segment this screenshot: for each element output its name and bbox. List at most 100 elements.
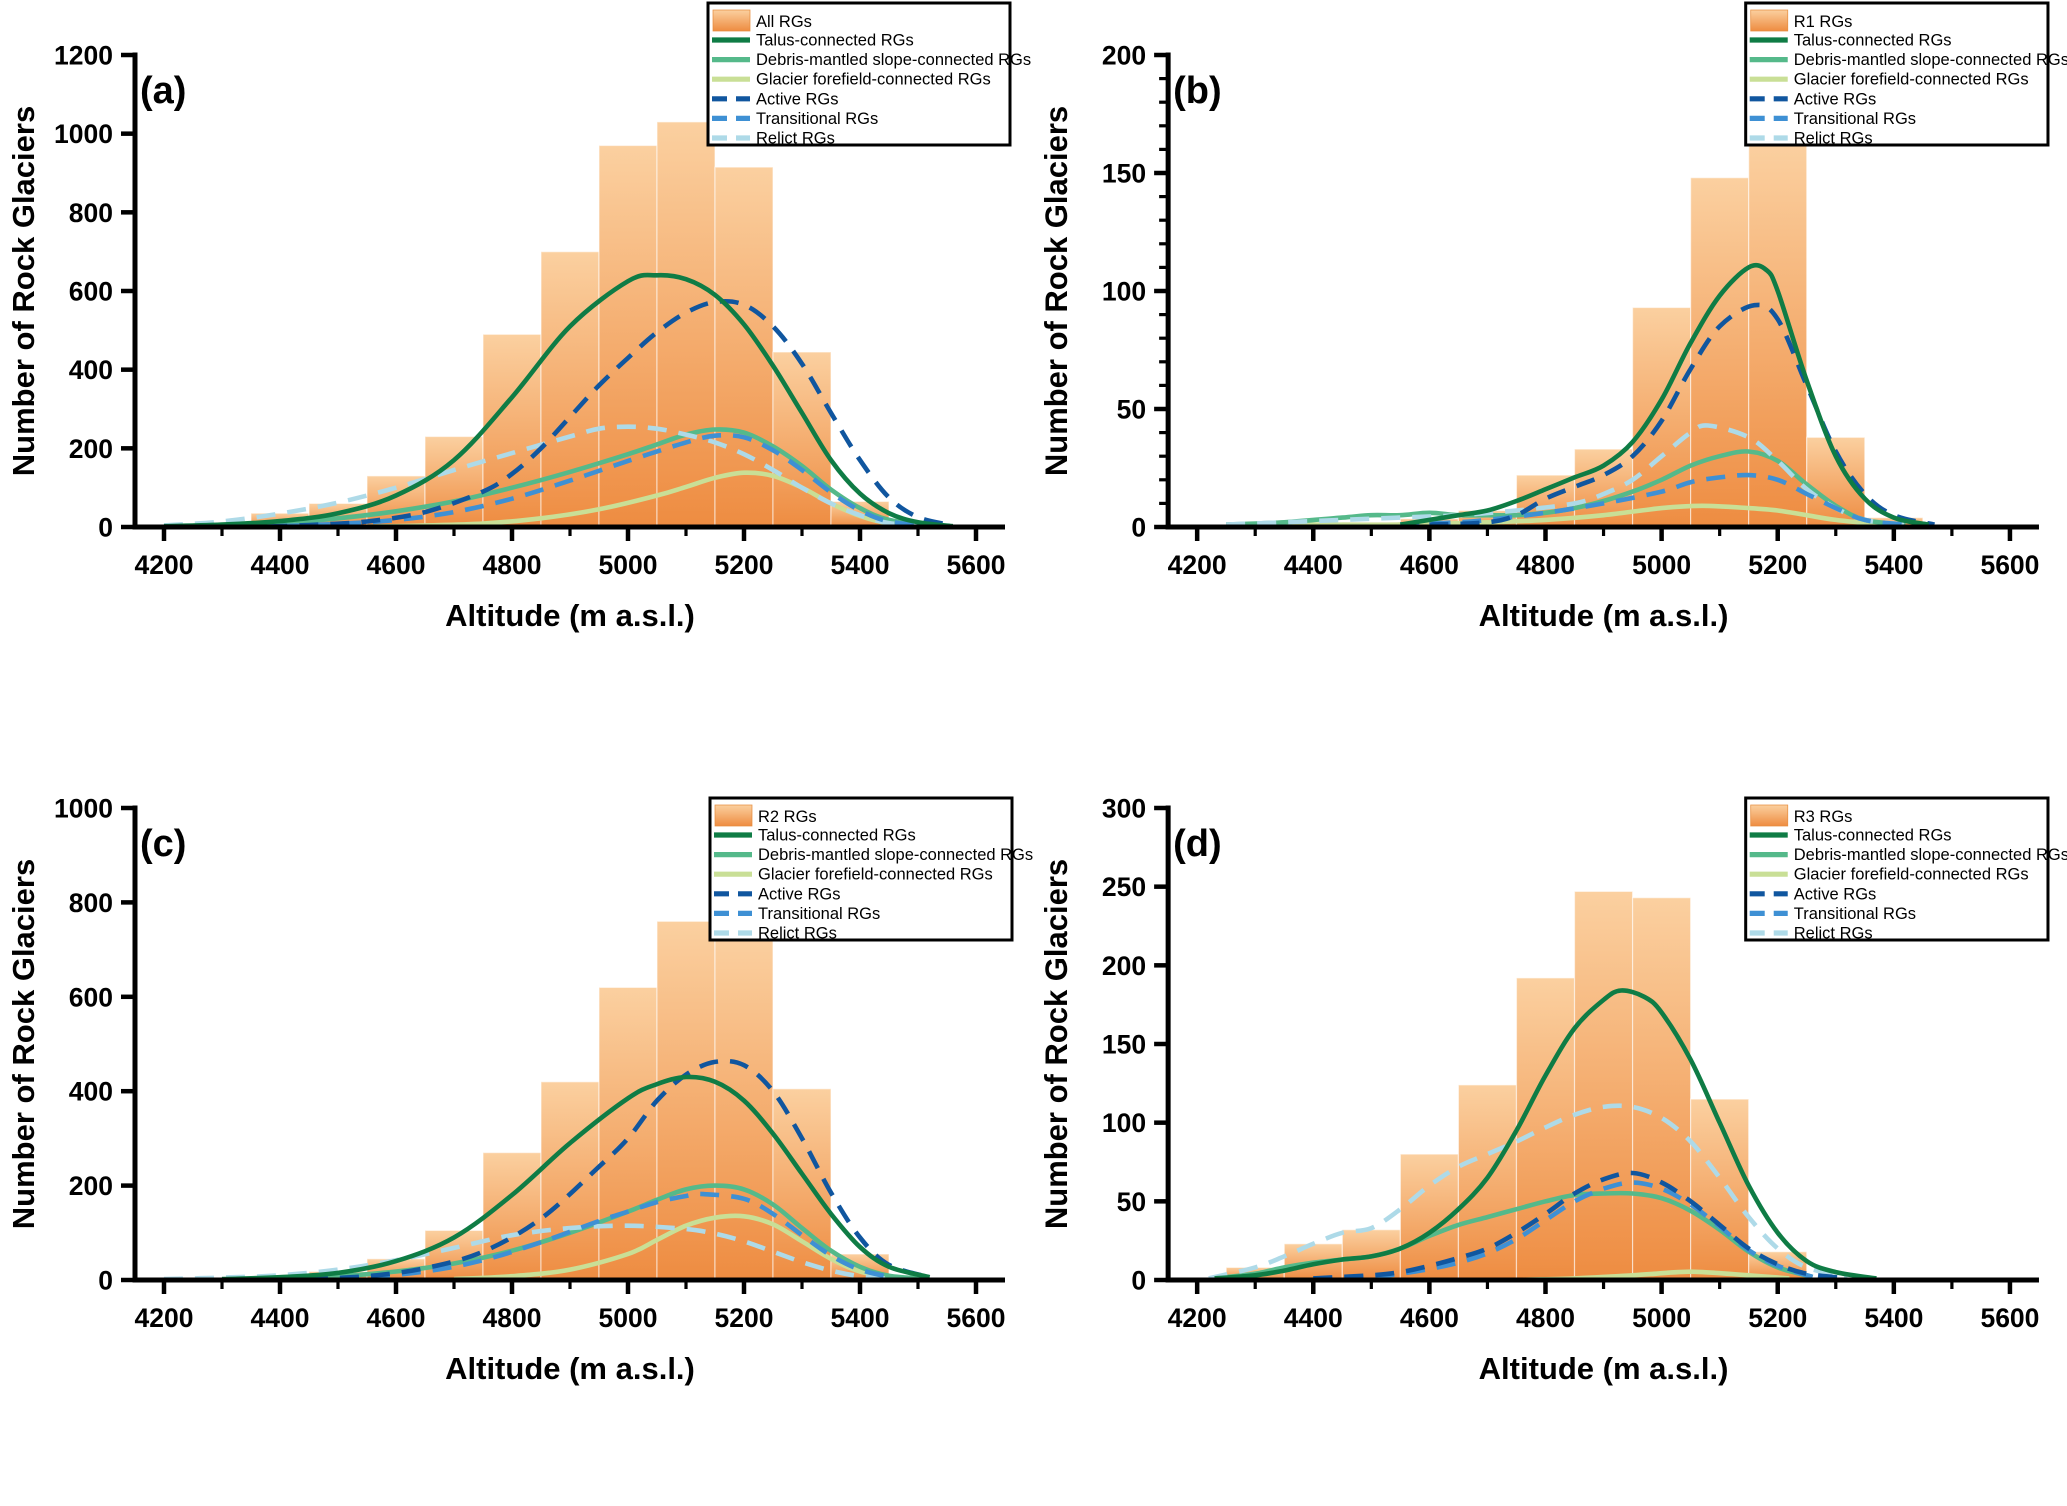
y-axis-title: Number of Rock Glaciers (1039, 106, 1074, 476)
histogram-bars (1225, 890, 1808, 1281)
y-tick-label: 200 (69, 434, 113, 464)
x-tick-label: 5600 (947, 550, 1006, 580)
histogram-bar (482, 1152, 542, 1281)
legend-frame (1744, 796, 2050, 942)
histogram-bar (714, 934, 774, 1281)
histogram-bars (1225, 141, 1924, 528)
legend-label-forefield: Glacier forefield-connected RGs (758, 866, 993, 884)
y-tick-label: 600 (69, 982, 113, 1012)
curve-active-rgs (1313, 1170, 1848, 1281)
panel-d: 4200 4400 4600 4800 5000 5200 5400 5600 0 50 100 15… (1033, 753, 2067, 1506)
curve-transitional-rgs (1313, 1180, 1814, 1281)
legend-frame (706, 1, 1012, 147)
y-tick-label: 100 (1102, 277, 1146, 307)
x-tick-label: 4600 (367, 550, 426, 580)
density-curves (1208, 988, 1877, 1283)
x-tick-label: 4600 (367, 1303, 426, 1333)
x-tick-label: 5600 (1980, 550, 2039, 580)
panel-c-chart: 4200 4400 4600 4800 5000 5200 5400 5600 0 200 400 6… (6, 794, 1033, 1387)
axis-ticks (1154, 52, 2013, 541)
axis-ticks (1154, 805, 2013, 1294)
x-tick-label: 4800 (483, 1303, 542, 1333)
curve-talus-rgs (221, 1074, 931, 1282)
panel-letter: (d) (1173, 823, 1222, 865)
curve-relict-rgs (163, 424, 930, 529)
histogram-bars (192, 920, 890, 1281)
legend-label-active: Active RGs (756, 90, 839, 108)
y-axis-title: Number of Rock Glaciers (1039, 859, 1074, 1229)
panel-c: 4200 4400 4600 4800 5000 5200 5400 5600 0 200 400 6… (0, 753, 1033, 1506)
curve-transitional-rgs (308, 1191, 896, 1282)
legend-label-forefield: Glacier forefield-connected RGs (756, 71, 991, 89)
legend-label-relict: Relict RGs (758, 925, 837, 943)
x-tick-label: 4400 (251, 1303, 310, 1333)
x-axis-title: Altitude (m a.s.l.) (1479, 598, 1729, 633)
y-axis-title: Number of Rock Glaciers (6, 859, 41, 1229)
x-tick-label: 4800 (483, 550, 542, 580)
y-axis-title: Number of Rock Glaciers (6, 106, 41, 476)
x-tick-label: 4400 (1284, 550, 1343, 580)
x-tick-label: 4600 (1400, 550, 1459, 580)
legend-label-active: Active RGs (1794, 90, 1877, 108)
legend-label-talus: Talus-connected RGs (1794, 827, 1952, 845)
legend-label-debris: Debris-mantled slope-connected RGs (1794, 846, 2067, 864)
y-tick-label: 0 (98, 1266, 113, 1296)
legend-label-transitional: Transitional RGs (758, 905, 880, 923)
histogram-bar (1631, 897, 1692, 1281)
legend-title: R1 RGs (1794, 13, 1853, 31)
histogram-bars (192, 121, 890, 528)
histogram-bar (540, 251, 600, 528)
histogram-bar (540, 1081, 600, 1281)
histogram-bar (1748, 141, 1808, 528)
x-axis-title: Altitude (m a.s.l.) (1479, 1351, 1729, 1386)
legend-label-transitional: Transitional RGs (1794, 110, 1916, 128)
y-tick-label: 1000 (54, 119, 113, 149)
legend-label-talus: Talus-connected RGs (1794, 32, 1952, 50)
x-tick-label: 4200 (1168, 550, 1227, 580)
curve-transitional-rgs (1400, 472, 1906, 527)
histogram-bar (1457, 1084, 1518, 1281)
y-tick-label: 1200 (54, 41, 113, 71)
x-tick-label: 5000 (1632, 1303, 1691, 1333)
y-tick-label: 50 (1117, 1187, 1146, 1217)
legend-label-talus: Talus-connected RGs (756, 32, 914, 50)
curve-talus-rgs (1214, 988, 1877, 1281)
panel-letter: (a) (140, 70, 186, 112)
density-curves (163, 1058, 931, 1282)
legend-swatch-bars (714, 804, 753, 827)
legend-label-debris: Debris-mantled slope-connected RGs (758, 846, 1033, 864)
x-tick-label: 4200 (135, 550, 194, 580)
tick-labels: 4200 4400 4600 4800 5000 5200 5400 5600 0 50 100 15… (1102, 794, 2040, 1333)
panel-letter: (b) (1173, 70, 1222, 112)
axis-ticks (121, 52, 979, 541)
histogram-bar (424, 435, 484, 528)
x-tick-label: 4400 (251, 550, 310, 580)
density-curves (163, 272, 954, 529)
histogram-bar (714, 166, 774, 528)
y-tick-label: 300 (1102, 794, 1146, 824)
x-tick-label: 5400 (831, 550, 890, 580)
legend-label-relict: Relict RGs (756, 130, 835, 148)
curve-talus-rgs (1400, 262, 1930, 527)
x-axis-title: Altitude (m a.s.l.) (445, 598, 695, 633)
histogram-bar (1631, 306, 1692, 528)
y-tick-label: 100 (1102, 1108, 1146, 1138)
y-tick-label: 0 (98, 513, 113, 543)
panel-letter: (c) (140, 823, 186, 865)
legend-label-relict: Relict RGs (1794, 130, 1873, 148)
legend-frame (1744, 1, 2050, 147)
curve-relict-rgs (1226, 423, 1906, 527)
x-tick-label: 4200 (1168, 1303, 1227, 1333)
x-tick-label: 5000 (599, 1303, 658, 1333)
legend-label-transitional: Transitional RGs (756, 110, 878, 128)
panel-b-chart: 4200 4400 4600 4800 5000 5200 5400 5600 0 50 100 15… (1039, 1, 2067, 633)
legend-swatch-bars (1750, 9, 1789, 32)
legend-title: R2 RGs (758, 808, 817, 826)
curve-relict-rgs (163, 1223, 895, 1282)
legend-label-active: Active RGs (758, 885, 841, 903)
panel-b: 4200 4400 4600 4800 5000 5200 5400 5600 0 50 100 15… (1033, 0, 2067, 753)
legend-label-active: Active RGs (1794, 885, 1877, 903)
